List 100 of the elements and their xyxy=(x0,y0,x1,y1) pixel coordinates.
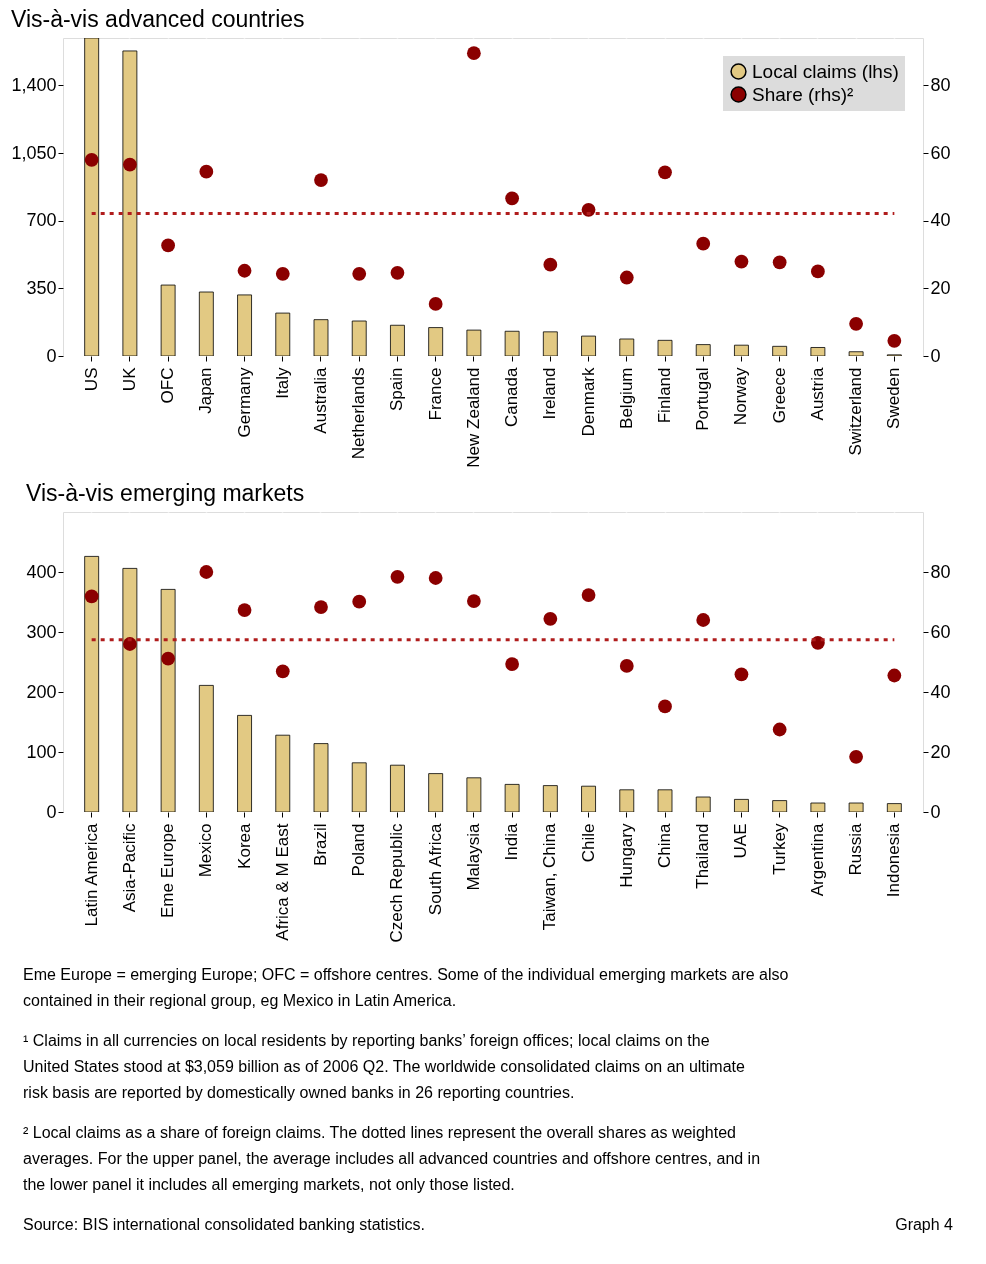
x-tick-label: China xyxy=(655,822,674,868)
point xyxy=(390,569,405,584)
y2-tick-label: 20 xyxy=(930,277,951,298)
point xyxy=(772,722,787,737)
point xyxy=(505,191,519,206)
point xyxy=(161,238,175,253)
x-tick-label: Indonesia xyxy=(884,822,904,898)
x-tick-label: Poland xyxy=(349,823,369,877)
y-tick-label: 0 xyxy=(46,801,57,822)
x-tick-label: Thailand xyxy=(693,823,713,889)
text: ¹ Claims in all currencies on local residents by reporting banks’ foreign offices; local claims on the United States stood at $3,059 billion as of 2006 Q2. The worldwide consolidated claims on an ultimate risk basis are reported by domestically owned banks in 26 reporting countries. xyxy=(23,1032,746,1101)
point xyxy=(237,263,252,278)
x-tick-label: Czech Republic xyxy=(387,823,407,943)
y2-tick-label: 80 xyxy=(930,74,951,95)
x-tick-label: Turkey xyxy=(769,823,789,875)
x-tick-label: South Africa xyxy=(425,822,445,916)
x-tick-label: Chile xyxy=(578,823,598,863)
y-tick-label: 300 xyxy=(26,621,57,642)
x-tick-label: India xyxy=(502,822,522,861)
x-tick-label: Greece xyxy=(769,367,789,424)
x-tick-label: Latin America xyxy=(81,822,101,927)
y2-tick-label: 60 xyxy=(930,621,951,642)
caption: Graph 4 xyxy=(895,1216,954,1233)
x-tick-label: UK xyxy=(119,366,139,392)
point xyxy=(734,254,749,269)
point xyxy=(161,651,175,666)
point xyxy=(199,565,214,579)
point xyxy=(658,699,672,714)
point xyxy=(696,236,711,251)
x-tick-label: Brazil xyxy=(311,823,330,867)
x-tick-label: Ireland xyxy=(540,367,560,420)
x-tick-label: Portugal xyxy=(693,367,713,431)
point xyxy=(237,603,252,617)
point xyxy=(428,297,443,311)
point xyxy=(275,266,290,281)
point xyxy=(543,257,558,272)
x-tick-label: Italy xyxy=(272,367,292,399)
x-tick-label: Netherlands xyxy=(349,367,369,460)
x-tick-label: US xyxy=(81,367,101,392)
y2-tick-label: 0 xyxy=(930,345,941,366)
point xyxy=(887,333,902,348)
y-tick-label: 700 xyxy=(26,210,57,231)
point xyxy=(887,668,902,683)
y-tick-label: 100 xyxy=(26,741,57,762)
x-tick-label: OFC xyxy=(158,367,178,404)
x-tick-label: Taiwan, China xyxy=(540,822,560,931)
point xyxy=(199,164,214,179)
y-tick-label: 1,050 xyxy=(11,142,57,163)
x-tick-label: Korea xyxy=(234,822,254,869)
x-tick-label: Austria xyxy=(807,366,827,421)
chart-title: Vis-à-vis emerging markets xyxy=(25,480,305,506)
x-tick-label: Japan xyxy=(196,367,216,414)
point xyxy=(581,588,596,602)
point xyxy=(352,266,367,281)
point xyxy=(390,265,405,280)
x-tick-label: Finland xyxy=(655,367,674,424)
point xyxy=(84,589,99,604)
y2-tick-label: 0 xyxy=(930,801,941,822)
point xyxy=(619,659,634,673)
point xyxy=(352,594,367,609)
x-tick-label: Hungary xyxy=(616,823,636,888)
y-tick-label: 200 xyxy=(26,681,57,702)
x-tick-label: Germany xyxy=(234,367,254,438)
x-tick-label: Eme Europe xyxy=(158,823,178,918)
point xyxy=(123,157,137,172)
y-tick-label: 1,400 xyxy=(11,74,57,95)
point xyxy=(428,571,443,585)
text: ² Local claims as a share of foreign claims. The dotted lines represent the overall shares as weighted averages. For the upper panel, the average includes all advanced countries and offshore centres, and in the lower panel it includes all emerging markets, not only those listed. xyxy=(23,1124,761,1193)
x-tick-label: Switzerland xyxy=(846,367,866,456)
y-tick-label: 350 xyxy=(26,277,57,298)
point xyxy=(696,613,711,627)
point xyxy=(275,664,290,679)
point xyxy=(658,165,672,180)
x-tick-label: Denmark xyxy=(578,367,598,437)
x-tick-label: Argentina xyxy=(807,822,827,897)
y2-tick-label: 20 xyxy=(930,741,951,762)
text: Eme Europe = emerging Europe; OFC = offshore centres. Some of the individual emerging markets are also contained in their regional group, eg Mexico in Latin America. xyxy=(23,966,789,1009)
y2-tick-label: 40 xyxy=(930,681,951,702)
point xyxy=(314,600,328,614)
x-tick-label: Russia xyxy=(846,822,866,876)
point xyxy=(849,749,863,764)
point xyxy=(123,637,137,651)
x-tick-label: Spain xyxy=(387,367,407,411)
x-tick-label: UAE xyxy=(731,823,751,859)
point xyxy=(467,594,481,608)
x-tick-label: Canada xyxy=(502,366,522,428)
y-tick-label: 400 xyxy=(26,561,57,582)
point xyxy=(811,264,825,279)
x-tick-label: Mexico xyxy=(196,823,216,878)
x-tick-label: Sweden xyxy=(884,367,904,429)
point xyxy=(772,255,787,270)
x-tick-label: New Zealand xyxy=(463,367,483,468)
point xyxy=(84,152,99,167)
y2-tick-label: 80 xyxy=(930,561,951,582)
chart-title: Vis-à-vis advanced countries xyxy=(10,6,305,32)
legend-label: Local claims (lhs) xyxy=(752,60,899,82)
x-tick-label: Australia xyxy=(311,366,330,434)
x-tick-label: Asia-Pacific xyxy=(119,823,139,913)
x-tick-label: France xyxy=(425,367,445,421)
x-tick-label: Belgium xyxy=(616,367,636,429)
